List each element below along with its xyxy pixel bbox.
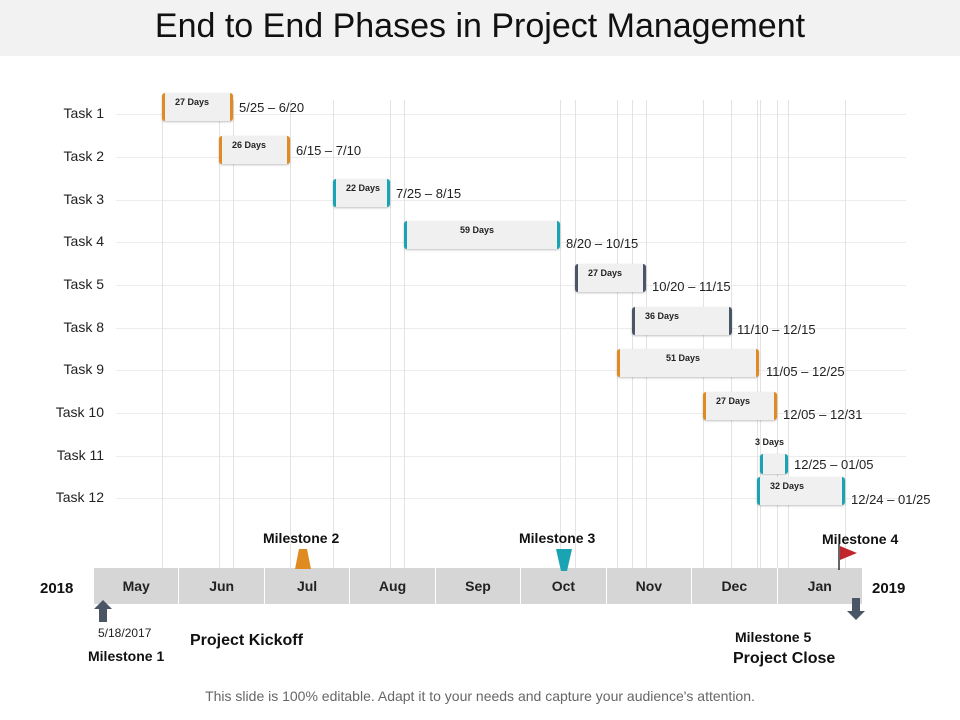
task-duration: 51 Days: [666, 353, 701, 363]
milestone-4-label: Milestone 4: [822, 531, 899, 547]
bar-guide-line: [233, 100, 234, 570]
bar-guide-line: [760, 100, 761, 570]
task-date-range: 12/05 – 12/31: [783, 407, 863, 422]
month-sep: Sep: [436, 568, 522, 604]
bar-guide-line: [788, 100, 789, 570]
bar-guide-line: [845, 100, 846, 570]
task-date-range: 12/24 – 01/25: [851, 492, 931, 507]
month-jun: Jun: [179, 568, 265, 604]
task-bar: 27 Days: [703, 392, 777, 420]
task-bar: 22 Days: [333, 179, 390, 207]
task-label: Task 10: [55, 404, 104, 420]
milestone-3-marker-icon: [556, 549, 572, 571]
row-gridline: [116, 456, 906, 457]
footer-note: This slide is 100% editable. Adapt it to…: [205, 688, 755, 704]
task-label: Task 12: [55, 489, 104, 505]
task-bar: 32 Days: [757, 477, 845, 505]
month-jan: Jan: [807, 578, 832, 594]
task-date-range: 8/20 – 10/15: [566, 236, 639, 251]
task-date-range: 7/25 – 8/15: [396, 186, 462, 201]
milestone-3-label: Milestone 3: [519, 530, 596, 546]
row-gridline: [116, 498, 906, 499]
task-date-range: 12/25 – 01/05: [794, 457, 874, 472]
task-label: Task 1: [63, 105, 104, 121]
bar-guide-line: [757, 100, 758, 570]
milestone-5-label: Milestone 5: [735, 629, 812, 645]
milestone-1-label: Milestone 1: [88, 648, 165, 664]
month-timeline: May Jun Jul Aug Sep Oct Nov Dec Jan: [94, 568, 862, 604]
task-duration: 22 Days: [346, 183, 381, 193]
month-nov: Nov: [607, 568, 693, 604]
end-year: 2019: [872, 580, 906, 597]
task-date-range: 11/10 – 12/15: [737, 322, 816, 337]
task-bar: 26 Days: [219, 136, 290, 164]
row-gridline: [116, 114, 906, 115]
bar-guide-line: [632, 100, 633, 570]
task-date-range: 10/20 – 11/15: [652, 279, 731, 294]
task-duration: 36 Days: [645, 311, 680, 321]
bar-guide-line: [162, 100, 163, 570]
task-duration: 27 Days: [175, 97, 210, 107]
row-gridline: [116, 200, 906, 201]
task-label: Task 3: [63, 191, 104, 207]
milestone-1-arrow-up-icon: [94, 600, 112, 622]
milestone-2-label: Milestone 2: [263, 530, 340, 546]
bar-guide-line: [646, 100, 647, 570]
task-label: Task 9: [63, 361, 104, 377]
bar-guide-line: [777, 100, 778, 570]
project-close-label: Project Close: [733, 650, 836, 667]
task-date-range: 11/05 – 12/25: [766, 364, 845, 379]
start-year: 2018: [40, 580, 74, 597]
task-bar: 59 Days: [404, 221, 560, 249]
month-aug: Aug: [350, 568, 436, 604]
milestone-1-date: 5/18/2017: [98, 626, 152, 640]
milestone-4-flag-icon: [838, 544, 857, 570]
bar-guide-line: [617, 100, 618, 570]
bar-guide-line: [404, 100, 405, 570]
milestone-2-marker-icon: [295, 549, 311, 569]
row-gridline: [116, 328, 906, 329]
bar-guide-line: [290, 100, 291, 570]
task-duration: 27 Days: [588, 268, 623, 278]
task-duration: 32 Days: [770, 481, 805, 491]
task-duration: 27 Days: [716, 396, 751, 406]
bar-guide-line: [333, 100, 334, 570]
task-label: Task 5: [63, 276, 104, 292]
month-oct: Oct: [521, 568, 607, 604]
milestone-5-arrow-down-icon: [847, 598, 865, 620]
task-label: Task 8: [63, 319, 104, 335]
task-label: Task 11: [56, 447, 104, 463]
month-jul: Jul: [265, 568, 351, 604]
bar-guide-line: [731, 100, 732, 570]
task-label: Task 4: [63, 233, 104, 249]
task-bar: 3 Days: [755, 437, 788, 474]
bar-guide-line: [703, 100, 704, 570]
task-bar: 27 Days: [575, 264, 646, 292]
month-may: May: [94, 568, 180, 604]
row-gridline: [116, 370, 906, 371]
row-gridline: [116, 157, 906, 158]
bar-guide-line: [560, 100, 561, 570]
task-label: Task 2: [63, 148, 104, 164]
month-dec: Dec: [692, 568, 778, 604]
bar-guide-line: [390, 100, 391, 570]
task-bar: 51 Days: [617, 349, 759, 377]
row-gridline: [116, 413, 906, 414]
task-date-range: 5/25 – 6/20: [239, 100, 305, 115]
bar-guide-line: [575, 100, 576, 570]
task-duration: 3 Days: [755, 437, 785, 447]
project-kickoff-label: Project Kickoff: [190, 632, 303, 649]
title-bar: [0, 0, 960, 56]
task-bar: 36 Days: [632, 307, 732, 335]
task-date-range: 6/15 – 7/10: [296, 143, 362, 158]
task-bar: 27 Days: [162, 93, 233, 121]
page-title: End to End Phases in Project Management: [154, 7, 806, 45]
task-duration: 26 Days: [232, 140, 267, 150]
row-gridline: [116, 285, 906, 286]
bar-guide-line: [219, 100, 220, 570]
task-duration: 59 Days: [460, 225, 495, 235]
